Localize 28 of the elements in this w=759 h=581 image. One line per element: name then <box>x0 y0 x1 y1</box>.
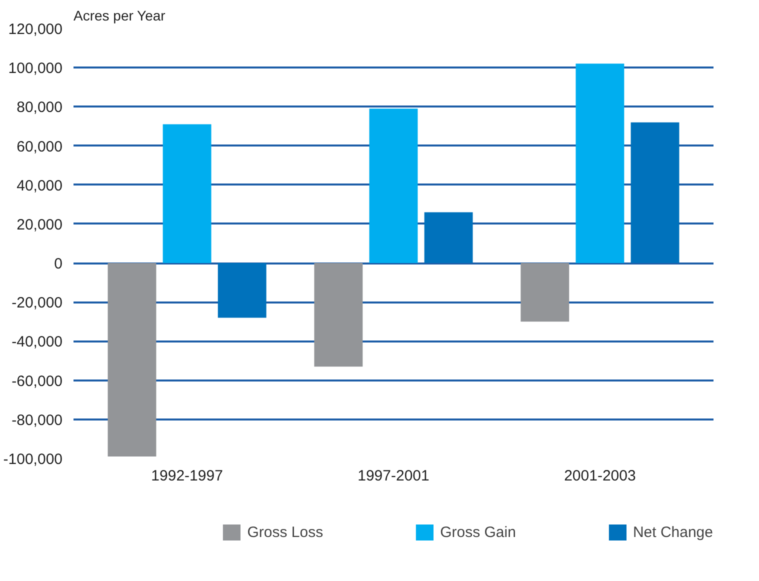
legend-label: Gross Loss <box>247 524 324 540</box>
y-tick-label: -80,000 <box>12 412 62 429</box>
bar <box>162 124 212 264</box>
y-tick-label: 80,000 <box>16 99 63 116</box>
bar <box>108 263 156 457</box>
y-tick-label: -20,000 <box>12 294 62 312</box>
y-axis-title: Acres per Year <box>74 8 166 24</box>
y-tick-label: 20,000 <box>16 216 63 234</box>
bar <box>576 64 624 264</box>
y-tick-label: -40,000 <box>12 334 62 351</box>
y-tick-label: 100,000 <box>8 60 63 78</box>
bar <box>424 212 473 264</box>
y-tick-label: 60,000 <box>16 138 63 156</box>
legend-label: Net Change <box>632 524 713 540</box>
bar <box>314 263 363 367</box>
x-tick-label: 2001-2003 <box>564 468 636 484</box>
legend-label: Gross Gain <box>440 524 516 540</box>
bar <box>218 263 266 318</box>
y-tick-label: 40,000 <box>16 177 63 194</box>
x-tick-label: 1992-1997 <box>151 468 223 484</box>
y-tick-label: -60,000 <box>12 372 62 390</box>
y-tick-label: -100,000 <box>3 451 62 468</box>
bar <box>369 108 418 264</box>
bar <box>630 122 680 264</box>
y-tick-label: 120,000 <box>8 21 63 38</box>
y-tick-label: 0 <box>54 256 62 273</box>
bar <box>520 263 570 322</box>
x-tick-label: 1997-2001 <box>358 468 430 484</box>
